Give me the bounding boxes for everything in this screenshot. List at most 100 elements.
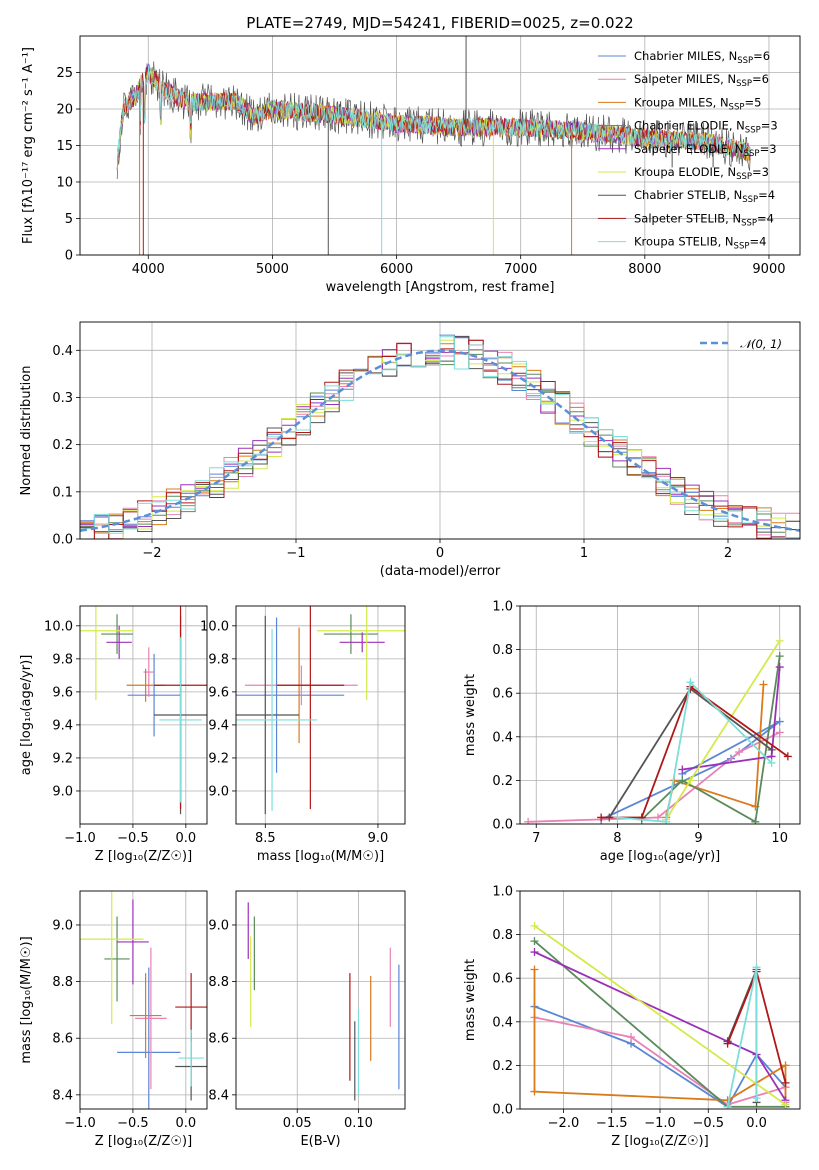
plot-frame [79,605,208,825]
panel-mass_vs_EBV: 0.05 0.10 8.4 8.6 8.8 9.0 E(B-V) [208,890,406,1149]
errorbars [247,902,400,1101]
y-tick-label: 20 [56,103,73,118]
x-tick-label: −2.0 [548,1116,580,1131]
y-tick-label: 0.4 [52,344,73,359]
y-tick-label: 8.6 [52,1032,73,1047]
weight-marker [781,1061,790,1070]
y-axis-label: mass weight [463,674,478,756]
weight-marker [530,937,539,946]
plot-frame [79,890,208,1110]
y-tick-label: 0.2 [492,1059,513,1074]
x-tick-label: 0.0 [746,1116,767,1131]
weight-lines [530,921,790,1109]
y-tick-label: 0.0 [52,533,73,548]
y-tick-label: 15 [56,139,73,154]
plot-frame [519,605,801,825]
weight-marker [530,921,539,930]
weight-marker [662,817,671,824]
x-tick-label: 0 [436,546,444,561]
normal-curve [80,349,800,532]
y-tick-label: 10.0 [200,619,229,634]
histograms [80,334,800,539]
weight-marker [775,717,784,726]
x-axis-label: E(B-V) [300,1134,340,1149]
legend-entry: Salpeter STELIB, NSSP=4 [634,211,774,228]
legend-entry: Kroupa STELIB, NSSP=4 [634,235,766,252]
x-tick-label: −1.0 [64,1116,96,1131]
weight-marker [678,776,687,785]
x-tick-label: 5000 [256,262,289,277]
y-tick-label: 9.0 [52,918,73,933]
y-tick-label: 0 [65,249,73,264]
x-tick-label: 8000 [628,262,661,277]
panel-age_vs_mass: 8.5 9.0 9.0 9.2 9.4 9.6 9.8 10.0 mass [log₁₀(M/M… [200,605,406,864]
y-tick-label: 9.6 [208,685,229,700]
x-tick-label: −1.0 [64,831,96,846]
weight-marker [530,965,539,974]
weight-marker [653,813,662,822]
y-tick-label: 0.0 [492,818,513,833]
x-tick-label: 9000 [752,262,785,277]
x-tick-label: 9 [694,831,702,846]
legend-entry: Chabrier ELODIE, NSSP=3 [634,119,778,136]
weight-line-4 [534,951,787,1101]
y-tick-label: 0.6 [492,687,513,702]
y-tick-label: 10.0 [44,619,73,634]
x-tick-label: −0.5 [117,1116,149,1131]
x-tick-label: 8 [613,831,621,846]
weight-marker [759,680,768,689]
weight-line-3 [641,655,781,824]
y-axis-label: Normed distribution [19,366,34,496]
x-tick-label: 9.0 [368,831,389,846]
weight-marker [767,745,776,754]
plot-frame [235,605,406,825]
weight-marker [524,817,533,824]
legend-entry: 𝒩(0, 1) [740,337,782,351]
legend-entry: Salpeter ELODIE, NSSP=3 [634,142,777,159]
plot-frame [235,890,406,1110]
y-tick-label: 0.0 [492,1103,513,1118]
x-tick-label: 4000 [132,262,165,277]
y-tick-label: 9.0 [52,784,73,799]
y-tick-label: 5 [65,212,73,227]
y-tick-label: 8.4 [208,1088,229,1103]
legend: Chabrier MILES, NSSP=6 Salpeter MILES, NS… [598,49,778,252]
x-tick-label: 0.0 [175,831,196,846]
y-tick-label: 0.2 [52,438,73,453]
errorbars [80,606,207,815]
x-tick-label: 2 [724,546,732,561]
y-tick-label: 10 [56,176,73,191]
x-axis-label: mass [log₁₀(M/M☉)] [257,849,384,864]
y-tick-label: 8.8 [52,975,73,990]
panel-mass_vs_Z: −1.0 −0.5 0.0 8.4 8.6 8.8 9.0 Z [log₁₀(Z/Z☉)] ma… [19,890,208,1149]
x-tick-label: 8.5 [255,831,276,846]
y-tick-label: 8.4 [52,1088,73,1103]
x-axis-label: Z [log₁₀(Z/Z☉)] [95,849,192,864]
legend-entry: Kroupa MILES, NSSP=5 [634,95,761,112]
y-tick-label: 0.8 [492,643,513,658]
weight-marker [781,1100,790,1109]
y-axis-label: Flux [fλ10⁻¹⁷ erg cm⁻² s⁻¹ A⁻¹] [21,47,36,244]
y-tick-label: 9.0 [208,784,229,799]
weight-marker [752,963,761,972]
panel-weight_vs_Z: −2.0 −1.5 −1.0 −0.5 0.0 0.0 0.2 0.4 0.6 0.8 1.0 Z [… [463,885,801,1149]
weight-marker [783,752,792,761]
figure-title: PLATE=2749, MJD=54241, FIBERID=0025, z=0… [246,14,633,32]
x-tick-label: −0.5 [117,831,149,846]
y-tick-label: 0.4 [492,1015,513,1030]
weight-marker [775,636,784,645]
legend-entry: Salpeter MILES, NSSP=6 [634,72,769,89]
y-axis-label: mass weight [463,959,478,1041]
y-tick-label: 9.2 [208,751,229,766]
x-tick-label: 0.10 [344,1116,373,1131]
x-tick-label: 0.0 [175,1116,196,1131]
weight-marker [686,678,695,687]
panel-spectrum: 4000 5000 6000 7000 8000 9000 0 5 10 15 20 25 wavele… [21,35,801,295]
y-tick-label: 0.3 [52,391,73,406]
errorbars [236,606,405,815]
weight-marker [767,758,776,767]
y-tick-label: 9.8 [208,652,229,667]
weight-marker [678,765,687,774]
y-axis-label: mass [log₁₀(M/M☉)] [19,936,34,1063]
x-axis-label: Z [log₁₀(Z/Z☉)] [95,1134,192,1149]
